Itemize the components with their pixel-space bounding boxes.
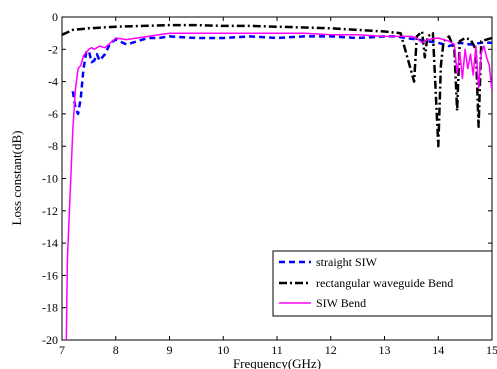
- y-axis-label: Loss constant(dB): [9, 131, 24, 226]
- y-tick-label: -20: [42, 333, 58, 347]
- x-tick-label: 8: [113, 343, 119, 357]
- legend-label-straight-siw: straight SIW: [316, 255, 378, 269]
- y-tick-label: -14: [42, 236, 58, 250]
- x-tick-label: 14: [432, 343, 444, 357]
- y-tick-label: -10: [42, 172, 58, 186]
- y-tick-label: -18: [42, 301, 58, 315]
- x-tick-label: 12: [325, 343, 337, 357]
- x-tick-label: 10: [217, 343, 229, 357]
- y-tick-label: 0: [52, 10, 58, 24]
- x-tick-label: 11: [271, 343, 283, 357]
- x-tick-label: 9: [167, 343, 173, 357]
- legend-label-rect-waveguide-bend: rectangular waveguide Bend: [316, 276, 453, 290]
- legend-label-siw-bend: SIW Bend: [316, 296, 366, 310]
- y-tick-label: -8: [48, 139, 58, 153]
- x-tick-label: 13: [379, 343, 391, 357]
- y-tick-label: -2: [48, 42, 58, 56]
- legend: straight SIW rectangular waveguide Bend …: [273, 251, 492, 316]
- x-axis-label: Frequency(GHz): [233, 356, 321, 369]
- y-tick-label: -6: [48, 107, 58, 121]
- y-tick-label: -4: [48, 75, 58, 89]
- y-tick-label: -12: [42, 204, 58, 218]
- y-tick-label: -16: [42, 268, 58, 282]
- x-tick-label: 15: [486, 343, 497, 357]
- x-tick-label: 7: [59, 343, 65, 357]
